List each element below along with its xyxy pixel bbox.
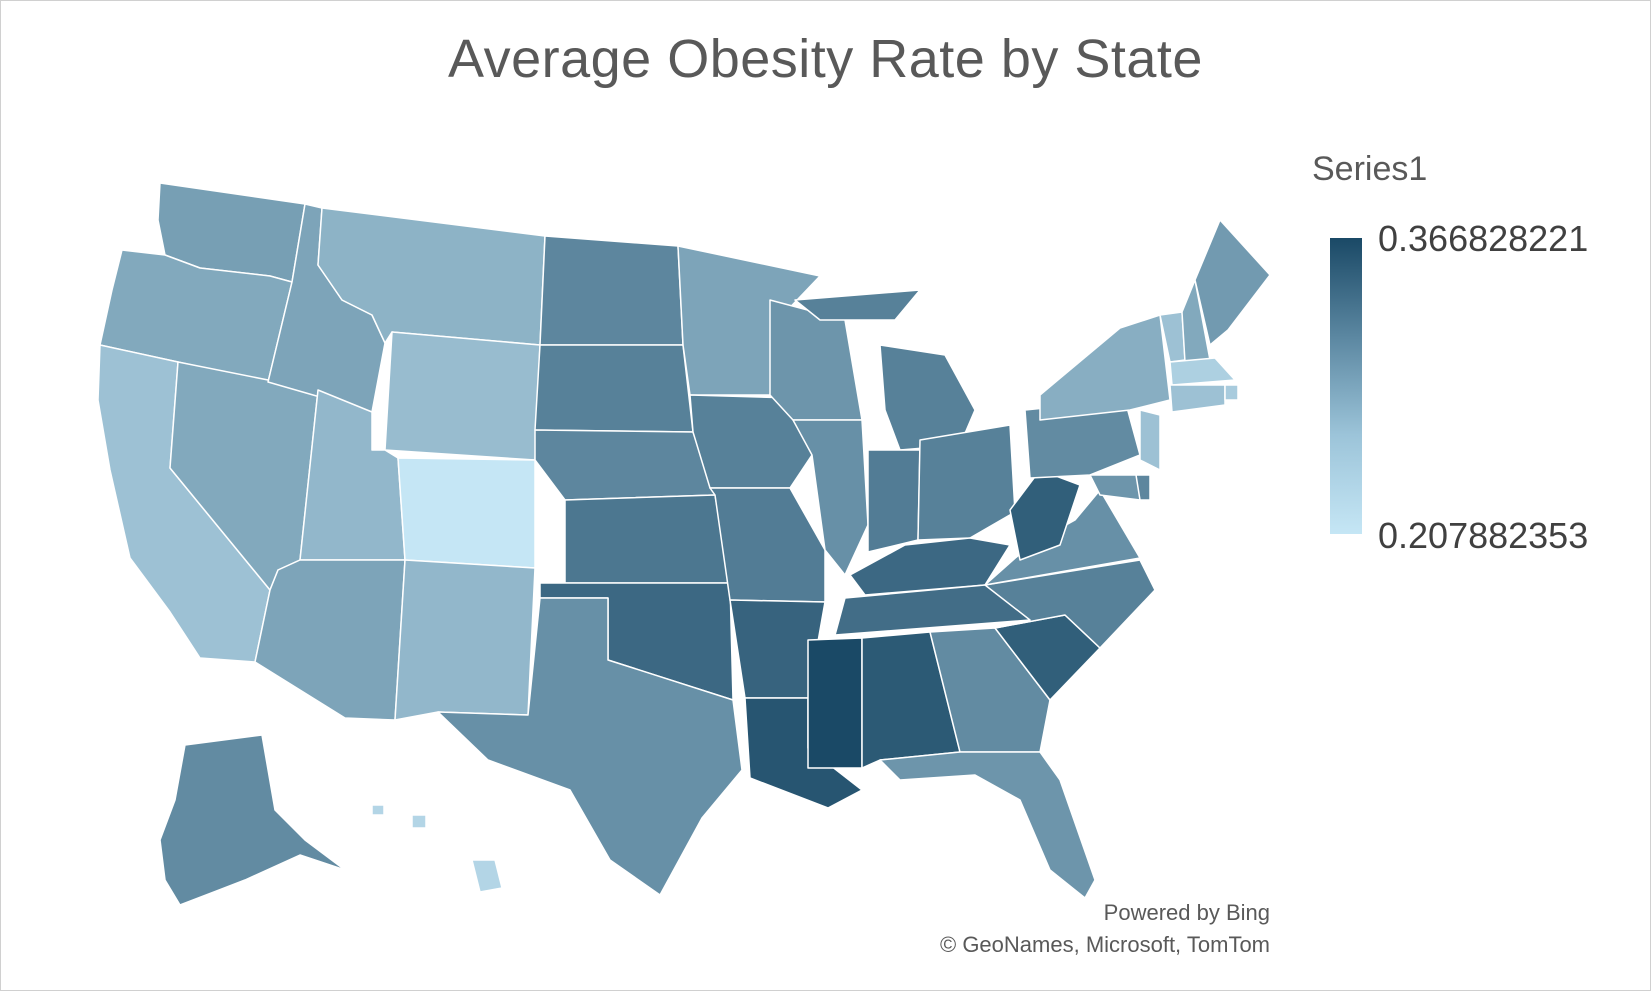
state-ma — [1169, 357, 1236, 386]
legend-color-scale — [1330, 238, 1362, 534]
state-ne — [534, 429, 716, 501]
state-me — [1194, 219, 1271, 346]
attribution-bing: Powered by Bing — [1103, 900, 1270, 925]
chart-title: Average Obesity Rate by State — [448, 29, 1203, 89]
state-in — [867, 449, 921, 553]
state-fl — [879, 751, 1096, 899]
state-ky — [849, 537, 1011, 596]
state-il — [792, 419, 869, 576]
state-ct — [1169, 384, 1226, 413]
state-hi — [371, 804, 503, 893]
state-ga — [929, 627, 1051, 753]
state-md — [1089, 474, 1141, 501]
state-wy — [384, 331, 541, 461]
state-sd — [534, 344, 694, 433]
state-co — [397, 457, 536, 569]
state-nc — [984, 559, 1156, 649]
state-ri — [1224, 384, 1239, 401]
state-oh — [917, 424, 1016, 541]
state-nm — [394, 559, 536, 721]
state-mo — [709, 487, 826, 603]
legend-title: Series1 — [1312, 150, 1428, 188]
state-ks — [564, 494, 731, 584]
legend-min-label: 0.207882353 — [1378, 515, 1589, 556]
state-ny — [1039, 314, 1171, 421]
state-nj — [1139, 409, 1161, 471]
state-nd — [539, 235, 684, 346]
state-ms — [807, 637, 863, 769]
legend-max-label: 0.366828221 — [1378, 218, 1589, 259]
state-az — [254, 559, 406, 721]
state-tx — [437, 597, 743, 896]
attribution-sources: © GeoNames, Microsoft, TomTom — [940, 932, 1270, 957]
state-ak — [159, 734, 346, 906]
